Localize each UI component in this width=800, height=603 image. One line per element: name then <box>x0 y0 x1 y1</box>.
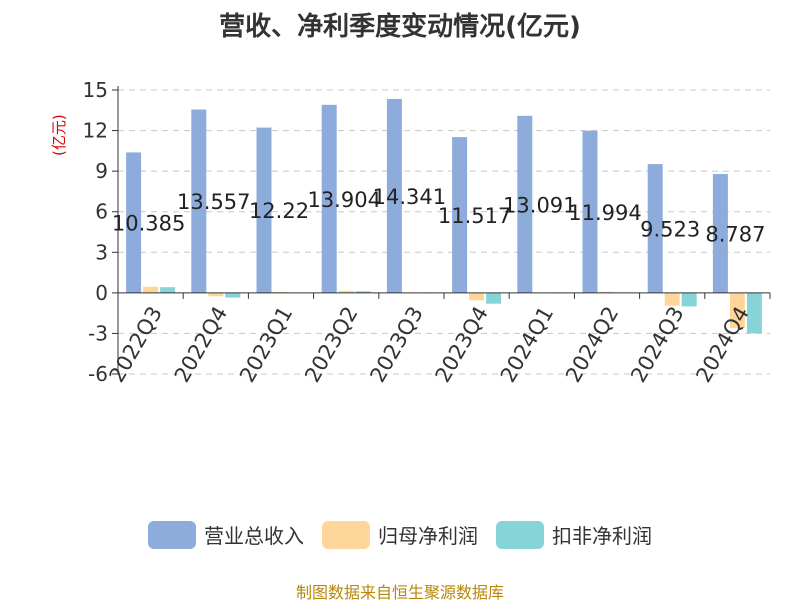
data-label-revenue: 12.22 <box>249 199 309 223</box>
legend-swatch-deducted-profit <box>496 520 544 549</box>
data-label-revenue: 10.385 <box>112 212 185 236</box>
bar-deducted-profit-2024Q4 <box>746 292 762 334</box>
y-tick-label: 0 <box>95 281 108 305</box>
data-label-revenue: 9.523 <box>640 217 700 241</box>
bar-revenue-2023Q1 <box>256 127 272 293</box>
data-label-revenue: 8.787 <box>705 222 765 246</box>
bar-net-profit-2023Q4 <box>469 292 485 301</box>
bar-revenue-2024Q3 <box>647 164 663 293</box>
legend-label-deducted-profit: 扣非净利润 <box>552 524 652 548</box>
legend-item-deducted-profit[interactable]: 扣非净利润 <box>496 520 652 549</box>
bar-net-profit-2024Q3 <box>664 292 680 306</box>
y-tick-label: -3 <box>88 321 108 345</box>
legend-swatch-revenue <box>148 520 196 549</box>
data-label-revenue: 11.517 <box>438 204 511 228</box>
bar-net-profit-2023Q2 <box>338 290 354 293</box>
x-tick-label: 2024Q4 <box>691 302 753 386</box>
data-label-revenue: 13.091 <box>503 193 576 217</box>
data-label-revenue: 14.341 <box>373 185 446 209</box>
y-tick-label: 15 <box>83 78 108 102</box>
bar-deducted-profit-2023Q2 <box>355 291 371 293</box>
bar-revenue-2023Q4 <box>452 137 468 293</box>
legend-item-net-profit[interactable]: 归母净利润 <box>322 520 478 549</box>
legend-item-revenue[interactable]: 营业总收入 <box>148 520 304 549</box>
bar-revenue-2023Q3 <box>386 98 402 293</box>
y-tick-label: 9 <box>95 159 108 183</box>
bar-deducted-profit-2022Q4 <box>225 292 241 298</box>
bar-revenue-2023Q2 <box>321 104 337 293</box>
legend: 营业总收入 归母净利润 扣非净利润 <box>0 520 800 549</box>
y-tick-label: 3 <box>95 240 108 264</box>
bar-revenue-2022Q4 <box>191 109 207 293</box>
bar-net-profit-2024Q2 <box>599 291 615 293</box>
legend-label-net-profit: 归母净利润 <box>378 524 478 548</box>
chart-title: 营收、净利季度变动情况(亿元) <box>219 12 581 42</box>
legend-swatch-net-profit <box>322 520 370 549</box>
y-tick-label: -6 <box>88 362 108 386</box>
bar-net-profit-2024Q4 <box>729 292 745 329</box>
bar-net-profit-2022Q4 <box>208 292 224 297</box>
bar-net-profit-2022Q3 <box>143 286 159 293</box>
data-label-revenue: 13.557 <box>177 190 250 214</box>
bar-revenue-2022Q3 <box>126 152 142 293</box>
bar-revenue-2024Q1 <box>517 115 533 293</box>
bar-deducted-profit-2023Q4 <box>486 292 502 304</box>
y-tick-label: 12 <box>83 119 108 143</box>
bar-deducted-profit-2024Q3 <box>681 292 697 307</box>
data-label-revenue: 11.994 <box>568 201 641 225</box>
legend-label-revenue: 营业总收入 <box>204 524 304 548</box>
y-tick-label: 6 <box>95 200 108 224</box>
x-tick-label: 2022Q3 <box>105 302 167 386</box>
data-label-revenue: 13.904 <box>307 188 380 212</box>
bar-revenue-2024Q2 <box>582 130 598 293</box>
data-source-note: 制图数据来自恒生聚源数据库 <box>295 583 504 602</box>
bar-revenue-2024Q4 <box>712 174 728 293</box>
bar-deducted-profit-2022Q3 <box>160 287 176 293</box>
